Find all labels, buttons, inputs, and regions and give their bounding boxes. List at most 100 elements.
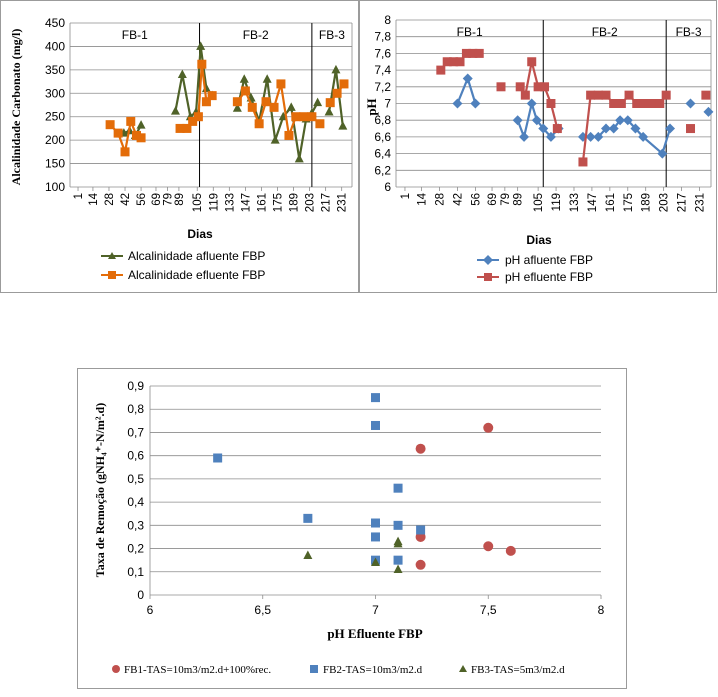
- phase-label: FB-3: [676, 25, 702, 39]
- data-point: [136, 133, 146, 143]
- data-point: [609, 99, 619, 108]
- data-point: [601, 123, 611, 134]
- x-tick-label: 1: [73, 193, 85, 199]
- legend: pH afluente FBP pH efluente FBP: [477, 253, 593, 284]
- data-point: [578, 157, 588, 167]
- data-point: [593, 90, 603, 100]
- x-tick-label: 56: [136, 193, 148, 206]
- data-point: [639, 99, 649, 108]
- data-point: [468, 48, 478, 58]
- y-tick-label: 6,4: [374, 147, 391, 161]
- data-point: [540, 82, 550, 92]
- legend-entry: pH efluente FBP: [477, 270, 593, 284]
- data-point: [269, 102, 279, 112]
- x-tick-label: 189: [289, 193, 301, 212]
- data-point: [546, 99, 556, 108]
- legend-square-marker: [108, 271, 116, 279]
- data-point: [519, 131, 530, 142]
- x-tick-label: 56: [470, 193, 482, 206]
- data-point: [315, 119, 325, 129]
- data-point: [197, 59, 207, 69]
- data-point: [113, 128, 123, 138]
- chart-frame: [0, 0, 359, 293]
- x-tick-label: 133: [569, 193, 581, 212]
- data-point: [170, 106, 180, 115]
- chart-frame: [77, 368, 627, 689]
- x-tick-label: 28: [435, 193, 447, 206]
- x-tick-label: 119: [551, 193, 563, 211]
- data-point: [232, 97, 242, 107]
- data-point: [455, 57, 465, 67]
- x-tick-label: 6: [147, 603, 154, 617]
- x-tick-label: 14: [417, 192, 429, 205]
- legend-triangle-marker: [108, 252, 116, 259]
- legend-entry: pH afluente FBP: [477, 253, 593, 267]
- data-point: [193, 112, 203, 122]
- phase-label: FB-2: [243, 28, 269, 42]
- legend-label: pH efluente FBP: [505, 270, 593, 284]
- data-point: [338, 121, 348, 130]
- y-tick-label: 0,3: [127, 518, 144, 532]
- data-point: [393, 555, 403, 565]
- legend-label: pH afluente FBP: [505, 253, 593, 267]
- x-tick-label: 161: [605, 193, 617, 212]
- legend-diamond-marker: [483, 255, 493, 265]
- phase-label: FB-2: [592, 25, 618, 39]
- data-point: [545, 131, 556, 142]
- data-point: [461, 48, 471, 58]
- data-point: [531, 115, 542, 126]
- data-point: [686, 124, 696, 134]
- y-tick-label: 300: [45, 86, 65, 100]
- legend-label: Alcalinidade efluente FBP: [128, 268, 265, 282]
- legend-triangle-marker: [459, 665, 467, 672]
- data-point: [313, 97, 323, 107]
- data-point: [496, 82, 506, 92]
- y-tick-label: 0,7: [127, 425, 144, 439]
- data-point: [533, 82, 543, 92]
- x-tick-label: 203: [659, 193, 671, 212]
- x-tick-label: 231: [694, 193, 706, 212]
- data-point: [303, 550, 313, 560]
- data-point: [552, 124, 562, 134]
- legend: Alcalinidade afluente FBP Alcalinidade e…: [101, 249, 265, 282]
- y-tick-label: 450: [45, 16, 65, 30]
- data-point: [462, 73, 473, 84]
- x-tick-label: 7,5: [480, 603, 497, 617]
- alkalinity-chart: Alcalinidade Carbonato (mg/l) Dias 10015…: [0, 0, 359, 293]
- data-point: [303, 513, 313, 523]
- x-tick-label: 1: [400, 193, 412, 199]
- x-tick-label: 89: [513, 193, 525, 206]
- data-point: [177, 69, 187, 79]
- data-point: [239, 74, 249, 83]
- x-tick-label: 69: [151, 193, 163, 206]
- data-point: [586, 90, 596, 100]
- phase-label: FB-3: [319, 28, 345, 42]
- data-point: [232, 103, 242, 112]
- legend-label: Alcalinidade afluente FBP: [128, 249, 265, 263]
- y-tick-label: 0,1: [127, 565, 144, 579]
- data-point: [291, 112, 301, 122]
- x-tick-label: 8: [598, 603, 605, 617]
- data-point: [188, 116, 198, 126]
- legend-entry: Alcalinidade efluente FBP: [101, 268, 265, 282]
- data-point: [261, 97, 271, 107]
- y-tick-label: 7: [384, 97, 391, 111]
- data-point: [538, 123, 549, 134]
- data-point: [449, 57, 459, 67]
- x-tick-label: 189: [641, 193, 653, 212]
- x-tick-label: 147: [587, 193, 599, 212]
- legend-entry: FB1-TAS=10m3/m2.d+100%rec.: [112, 664, 271, 676]
- y-tick-label: 350: [45, 63, 65, 77]
- data-point: [324, 107, 334, 116]
- data-point: [262, 74, 272, 83]
- phase-label: FB-1: [457, 25, 483, 39]
- y-tick-label: 7,4: [374, 63, 391, 77]
- x-tick-label: 105: [192, 193, 204, 212]
- legend-entry: Alcalinidade afluente FBP: [101, 249, 265, 263]
- x-tick-label: 175: [272, 193, 284, 212]
- y-tick-label: 0,8: [127, 402, 144, 416]
- data-point: [131, 130, 141, 140]
- y-tick-label: 250: [45, 110, 65, 124]
- data-point: [630, 123, 641, 134]
- y-tick-label: 0,4: [127, 495, 144, 509]
